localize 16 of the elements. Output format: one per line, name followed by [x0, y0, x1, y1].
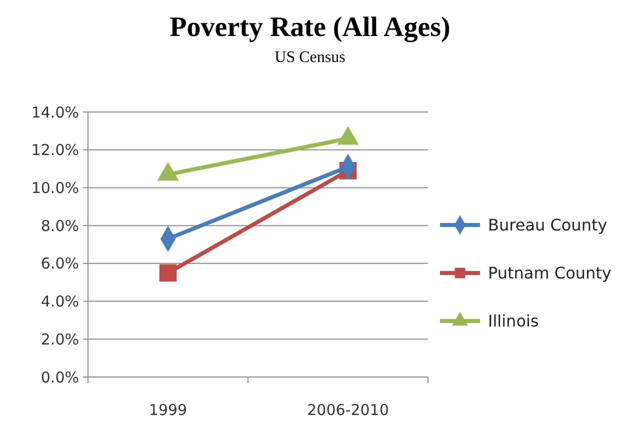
x-tick-label: 1999 — [148, 401, 188, 419]
y-tick-label: 14.0% — [31, 103, 79, 122]
y-tick-label: 0.0% — [40, 368, 79, 386]
chart-subtitle: US Census — [274, 49, 346, 66]
y-tick-label: 4.0% — [40, 292, 79, 311]
legend-label: Putnam County — [488, 264, 612, 283]
y-tick-label: 8.0% — [40, 216, 79, 235]
y-tick-label: 10.0% — [31, 178, 79, 197]
legend-label: Illinois — [488, 312, 539, 331]
y-tick-label: 2.0% — [40, 330, 79, 348]
y-tick-label: 12.0% — [31, 141, 79, 160]
y-tick-label: 6.0% — [40, 254, 79, 273]
legend-label: Bureau County — [488, 216, 608, 235]
chart-title: Poverty Rate (All Ages) — [170, 12, 450, 43]
point — [159, 264, 177, 282]
x-tick-label: 2006-2010 — [307, 401, 389, 419]
